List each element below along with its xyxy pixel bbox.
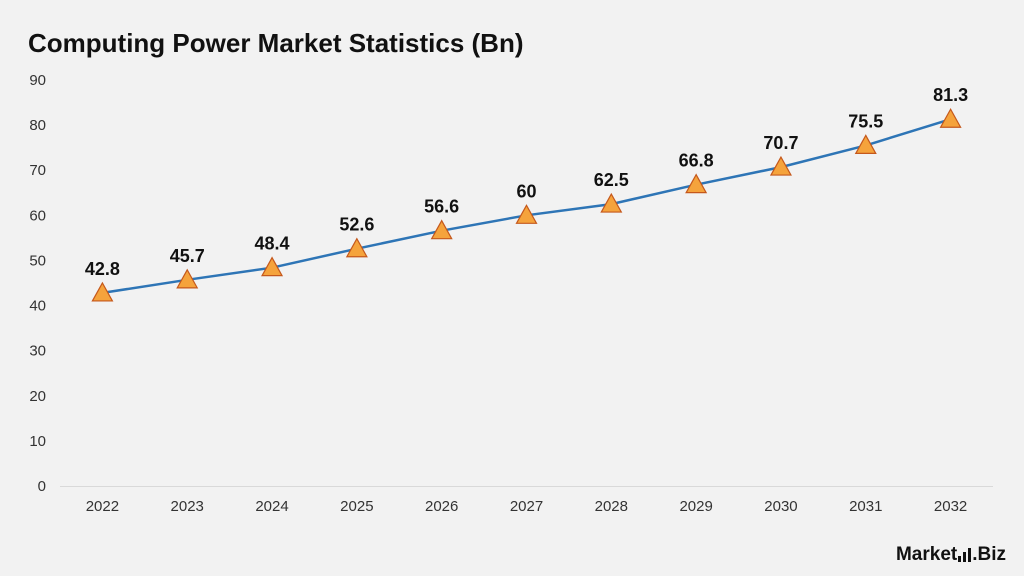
data-point-marker [91,281,114,302]
data-point-marker [345,237,368,258]
x-tick-label: 2029 [679,498,712,515]
chart-title: Computing Power Market Statistics (Bn) [28,28,524,58]
x-tick-label: 2024 [255,498,288,515]
y-axis-ticks: 0 10 20 30 40 50 60 70 80 90 [29,72,46,495]
y-tick-label: 80 [29,117,46,134]
data-point-marker [430,219,453,240]
data-label: 56.6 [424,197,459,217]
data-point-marker [600,192,623,213]
data-label: 42.8 [85,259,120,279]
data-label: 75.5 [848,111,883,131]
y-tick-label: 50 [29,252,46,269]
y-tick-label: 20 [29,388,46,405]
data-point-marker [685,173,708,194]
brand-logo: Market .Biz [896,544,1006,566]
y-tick-label: 0 [38,478,46,495]
data-label: 60 [516,181,536,201]
data-point-marker [769,155,792,176]
series-markers [91,108,962,302]
x-tick-label: 2027 [510,498,543,515]
data-label: 81.3 [933,85,968,105]
data-labels: 42.8 45.7 48.4 52.6 56.6 60 62.5 66.8 70.7 75.5 81… [85,85,968,279]
x-tick-label: 2022 [86,498,119,515]
data-point-marker [939,108,962,128]
data-point-marker [854,134,877,155]
x-tick-label: 2026 [425,498,458,515]
y-tick-label: 10 [29,433,46,450]
brand-name-part1: Market [895,544,958,565]
x-tick-label: 2023 [171,498,204,515]
y-tick-label: 60 [29,207,46,224]
data-label: 48.4 [255,234,290,254]
y-tick-label: 70 [29,162,46,179]
x-axis-ticks: 2022 2023 2024 2025 2026 2027 2028 2029 2030 2031… [86,498,968,515]
x-tick-label: 2031 [849,498,882,515]
data-label: 62.5 [594,170,629,190]
y-tick-label: 40 [29,298,46,315]
data-label: 52.6 [339,215,374,235]
data-label: 66.8 [679,151,714,171]
x-tick-label: 2025 [340,498,373,515]
x-tick-label: 2032 [934,498,967,515]
brand-name-part2: .Biz [972,544,1006,565]
data-point-marker [515,204,538,224]
y-tick-label: 90 [29,72,46,89]
x-tick-label: 2030 [764,498,797,515]
data-point-marker [261,256,284,277]
x-tick-label: 2028 [595,498,628,515]
signal-bars-icon [958,548,972,562]
data-point-marker [176,268,199,289]
y-tick-label: 30 [29,343,46,360]
data-label: 70.7 [763,133,798,153]
data-label: 45.7 [170,246,205,266]
